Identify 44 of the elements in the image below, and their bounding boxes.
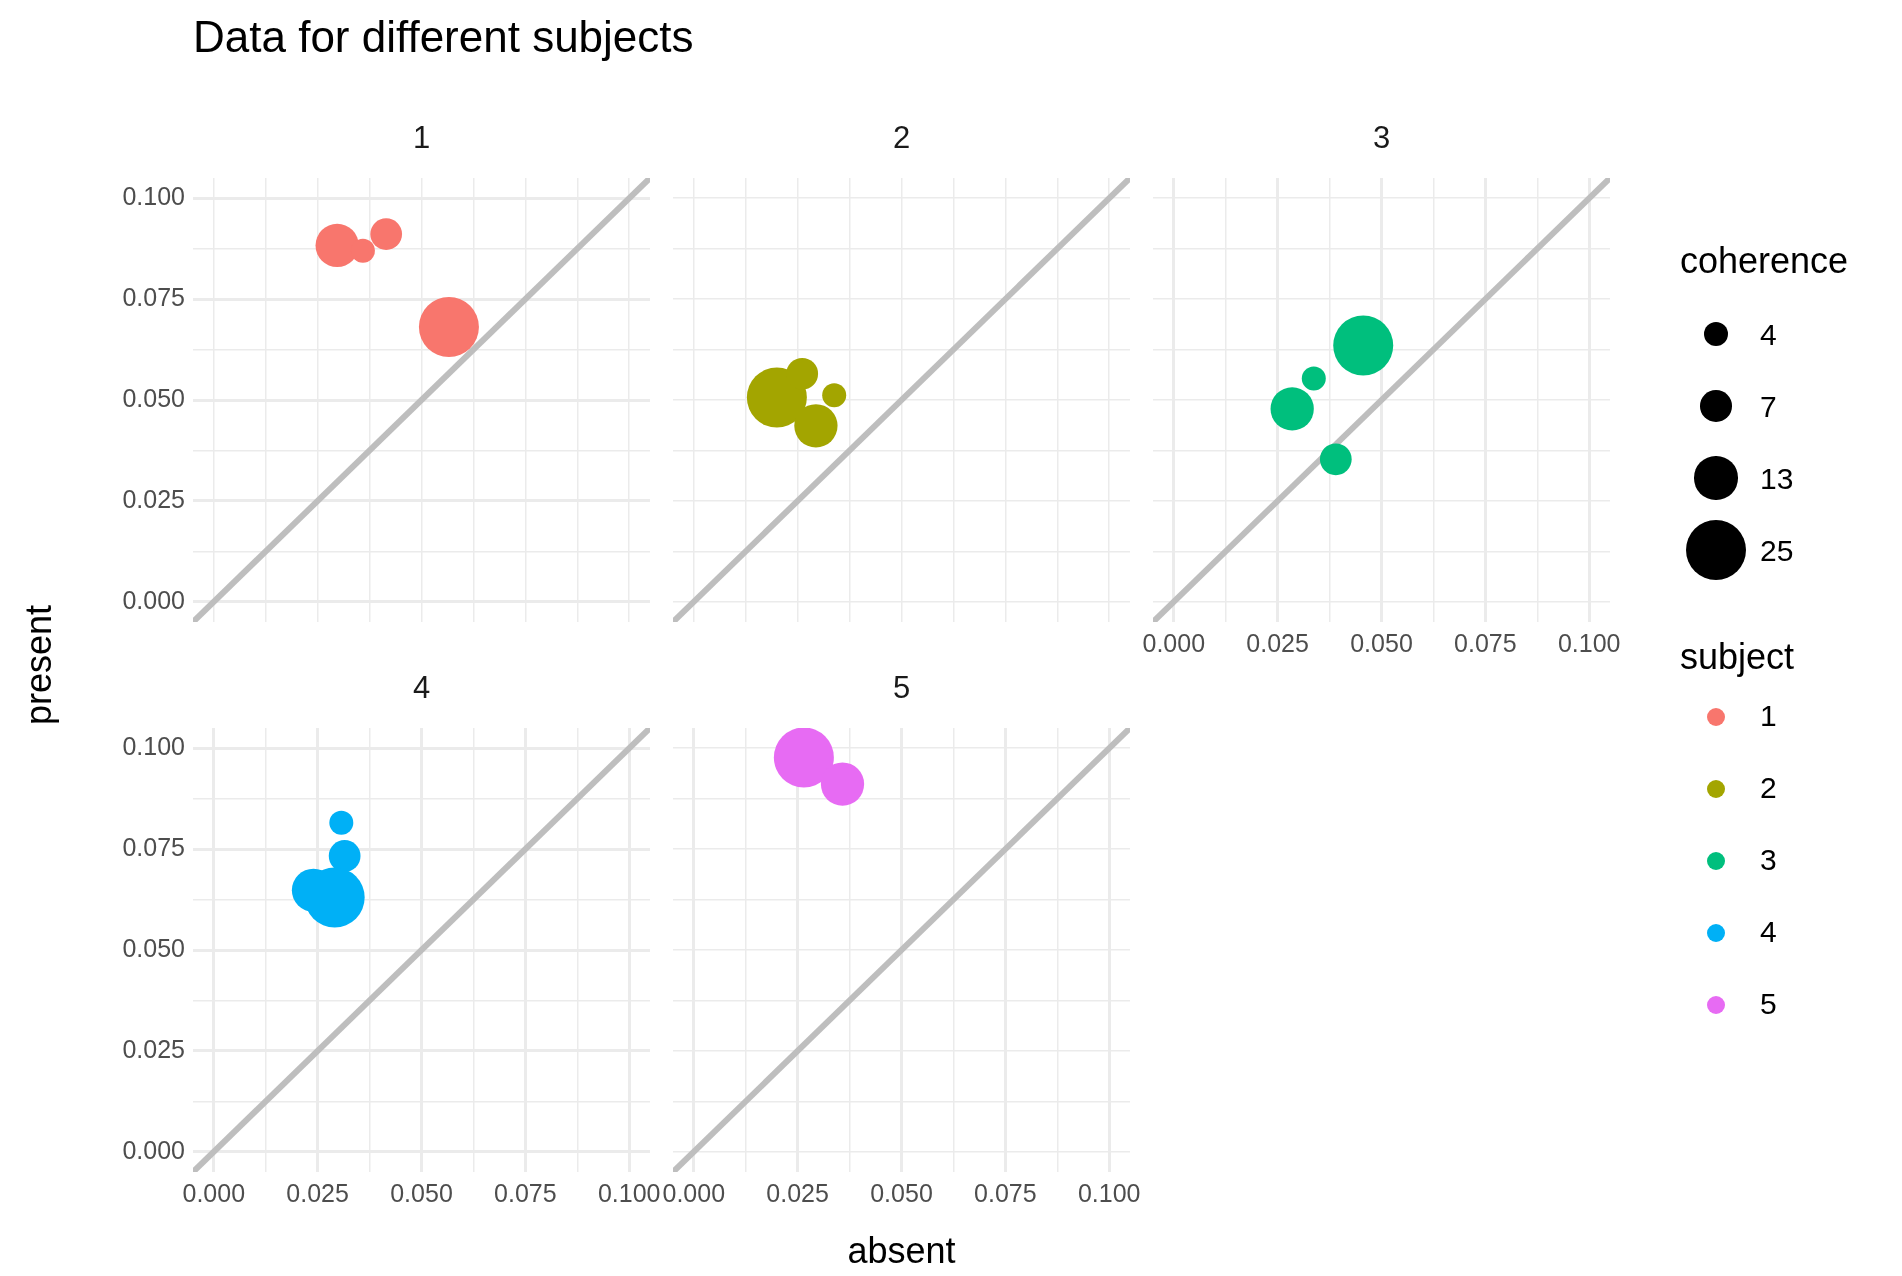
y-tick-label: 0.100 [122, 732, 185, 761]
x-tick-label: 0.025 [286, 1178, 349, 1207]
x-tick-label: 0.075 [1454, 628, 1517, 657]
x-tick-label: 0.025 [766, 1178, 829, 1207]
legend-label: 4 [1760, 318, 1777, 352]
chart-title: Data for different subjects [193, 12, 694, 62]
legend-label: 2 [1760, 771, 1777, 805]
legend-label: 13 [1760, 462, 1794, 496]
legend-label: 3 [1760, 843, 1777, 877]
chart-subtitle: 1 [411, 120, 432, 156]
x-tick-label: 0.075 [494, 1178, 557, 1207]
legend-label: 1 [1760, 699, 1777, 733]
chart-subtitle: 5 [891, 670, 912, 706]
x-tick-label: 0.100 [1557, 628, 1621, 657]
legend-title: subject [1680, 636, 1795, 678]
chart-subtitle: 3 [1371, 120, 1392, 156]
chart-subtitle: 4 [411, 670, 432, 706]
y-axis-title: present [18, 604, 60, 726]
x-axis-title: absent [847, 1230, 956, 1272]
y-tick-label: 0.050 [122, 383, 185, 412]
legend-label: 7 [1760, 390, 1777, 424]
x-tick-label: 0.000 [182, 1178, 246, 1207]
x-tick-label: 0.000 [1142, 628, 1206, 657]
x-tick-label: 0.050 [390, 1178, 453, 1207]
y-tick-label: 0.075 [122, 832, 185, 861]
text: coherence [1680, 240, 1849, 282]
x-tick-label: 0.100 [1077, 1178, 1141, 1207]
x-tick-label: 0.025 [1246, 628, 1309, 657]
x-tick-label: 0.075 [974, 1178, 1037, 1207]
x-tick-label: 0.050 [870, 1178, 933, 1207]
chart-subtitle: 2 [891, 120, 912, 156]
legend-label: 5 [1760, 987, 1777, 1021]
legend-label: 25 [1760, 534, 1794, 568]
x-tick-label: 0.000 [662, 1178, 726, 1207]
y-tick-label: 0.075 [122, 282, 185, 311]
y-tick-label: 0.000 [122, 585, 185, 614]
y-tick-label: 0.025 [122, 1034, 185, 1063]
y-tick-label: 0.100 [122, 182, 185, 211]
y-tick-label: 0.025 [122, 484, 185, 513]
x-tick-label: 0.100 [597, 1178, 661, 1207]
legend-label: 4 [1760, 915, 1777, 949]
x-tick-label: 0.050 [1350, 628, 1413, 657]
y-tick-label: 0.050 [122, 933, 185, 962]
y-tick-label: 0.000 [122, 1135, 185, 1164]
